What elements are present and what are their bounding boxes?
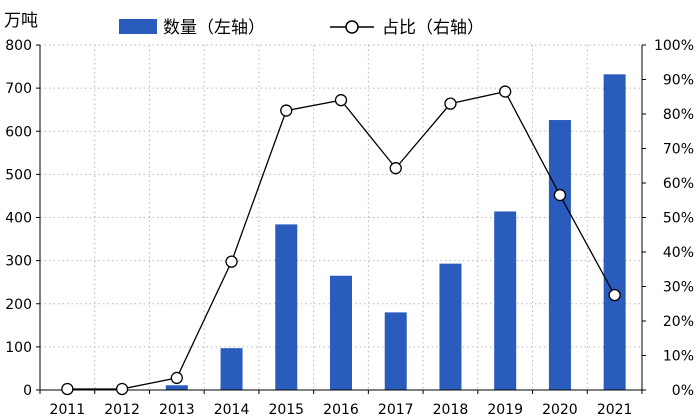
y2-tick-label: 60% [663,176,694,192]
y-tick-label: 600 [5,124,32,140]
y-tick-label: 500 [5,167,32,183]
ratio-point-2021 [608,288,621,302]
bar-2020 [548,120,571,390]
ratio-point-2013 [170,371,183,385]
x-tick-label: 2016 [323,402,359,418]
bars [165,74,626,390]
x-tick-label: 2018 [433,402,469,418]
ratio-point-2018 [444,97,457,110]
bar-2017 [384,312,407,390]
y-axis-ticks: 0 100 200 300 400 500 600 700 800 [5,38,40,399]
y-tick-label: 700 [5,81,32,97]
ratio-point-2020 [553,188,567,202]
bar-2021 [603,74,626,390]
legend-line-marker [345,20,359,34]
y-tick-label: 100 [5,340,32,356]
x-tick-label: 2013 [159,402,195,418]
y-tick-label: 400 [5,211,32,227]
y-tick-label: 0 [23,383,32,399]
y2-tick-label: 50% [663,211,694,227]
ratio-point-2014 [225,255,238,268]
y2-tick-label: 0% [672,383,694,399]
bar-2018 [439,263,462,390]
y-axis-unit-label: 万吨 [4,11,38,31]
bar-2014 [220,348,243,390]
legend-bar-swatch [119,19,157,34]
gridlines [40,44,642,390]
y-tick-label: 200 [5,297,32,313]
y2-tick-label: 10% [663,349,694,365]
x-tick-label: 2015 [268,402,304,418]
y2-tick-label: 80% [663,107,694,123]
x-tick-label: 2019 [487,402,523,418]
y2-tick-label: 90% [663,73,694,89]
ratio-point-2012 [115,382,129,396]
bar-2015 [275,224,298,390]
y2-tick-label: 30% [663,280,694,296]
y2-tick-label: 40% [663,245,694,261]
ratio-point-2017 [389,162,402,175]
bar-2013 [165,385,188,390]
y2-tick-label: 70% [663,142,694,158]
y2-tick-label: 100% [654,38,694,54]
bar-2019 [494,211,517,390]
y-tick-label: 800 [5,38,32,54]
ratio-point-2019 [499,85,512,98]
bar-2016 [330,275,352,390]
y-tick-label: 300 [5,254,32,270]
legend-bar-label: 数量（左轴） [163,18,265,38]
x-tick-label: 2014 [214,402,250,418]
x-tick-label: 2020 [542,402,578,418]
x-tick-label: 2012 [104,402,140,418]
x-axis-ticks: 2011 2012 2013 2014 2015 2016 2017 2018 2019 2020… [39,390,643,418]
y2-axis-ticks: 0% 10% 20% 30% 40% 50% 60% 70% 80% 90% 100% [642,38,694,399]
legend: 数量（左轴） 占比（右轴） [119,18,484,38]
ratio-point-2011 [61,382,74,396]
y2-tick-label: 20% [663,314,694,330]
ratio-point-2015 [280,104,293,117]
x-tick-label: 2021 [597,402,633,418]
legend-line-label: 占比（右轴） [382,18,484,38]
x-tick-label: 2017 [378,402,414,418]
ratio-line [61,85,621,396]
x-tick-label: 2011 [50,402,86,418]
ratio-point-2016 [334,94,348,107]
